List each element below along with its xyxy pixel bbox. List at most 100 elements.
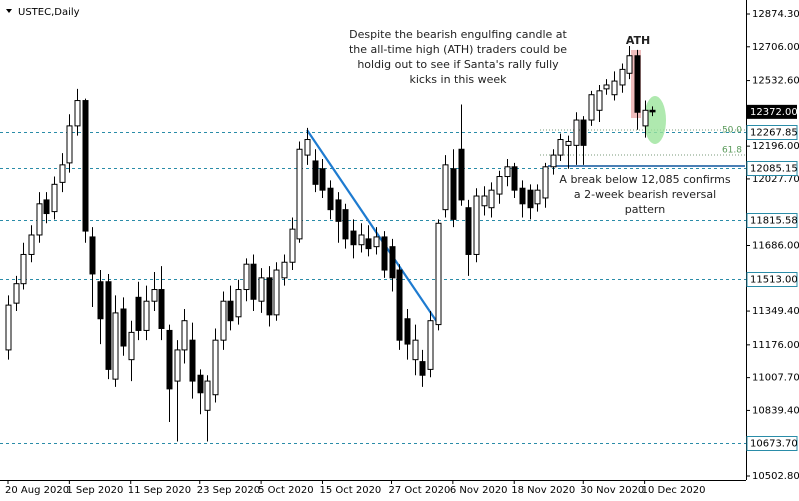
x-tick-label: 18 Nov 2020	[511, 485, 575, 496]
candle-body	[527, 189, 534, 209]
fib-label: 61.8	[722, 146, 742, 156]
x-tick-label: 30 Nov 2020	[580, 485, 644, 496]
candle-body	[626, 55, 633, 74]
candle-body	[358, 234, 365, 246]
candle-body	[496, 176, 503, 195]
candle-body	[542, 166, 549, 199]
x-tick-label: 20 Aug 2020	[5, 485, 69, 496]
x-tick-label: 1 Sep 2020	[66, 485, 123, 496]
candle-body	[342, 209, 349, 240]
candle-body	[158, 289, 165, 329]
y-tick-label: 12196.00	[752, 141, 799, 152]
levels	[0, 132, 746, 444]
candle-body	[649, 109, 656, 113]
y-tick-label: 12532.60	[752, 76, 799, 87]
x-tick-label: 27 Oct 2020	[389, 485, 451, 496]
candle-body	[312, 160, 319, 185]
annotation: a 2-week bearish reversal	[574, 188, 716, 201]
candle-body	[181, 320, 188, 351]
trend-line	[306, 129, 438, 323]
y-tick-label: 11349.40	[752, 306, 799, 317]
candle-body	[450, 168, 457, 220]
candle-body	[74, 100, 81, 127]
x-tick-label: 23 Sep 2020	[197, 485, 260, 496]
candle-body	[120, 308, 127, 347]
candle-body	[404, 318, 411, 345]
candle-body	[557, 139, 564, 156]
candle-body	[327, 187, 334, 211]
candle-body	[289, 228, 296, 263]
annotation: holdig out to see if Santa's rally fully	[357, 58, 559, 71]
candle-body	[389, 246, 396, 279]
last-price-label: 12372.00	[750, 107, 798, 118]
annotation: A break below 12,085 confirms	[559, 173, 730, 186]
candle-body	[212, 339, 219, 396]
x-tick-label: 6 Nov 2020	[450, 485, 508, 496]
candle-body	[235, 289, 242, 318]
annotation: the all-time high (ATH) traders could be	[349, 43, 567, 56]
candle-body	[596, 90, 603, 111]
candle-body	[204, 380, 211, 411]
level-label-box	[746, 213, 798, 228]
level-label: 10673.70	[750, 439, 798, 450]
candle-body	[151, 289, 158, 302]
candle-body	[442, 164, 449, 211]
candle-body	[189, 339, 196, 382]
candle-body	[258, 277, 265, 302]
candle-body	[473, 195, 480, 255]
candle-body	[588, 94, 595, 121]
candle-body	[281, 261, 288, 279]
level-label: 11815.58	[750, 216, 798, 227]
candle-body	[135, 296, 142, 331]
candle-body	[89, 236, 96, 275]
level-label-box	[746, 436, 798, 451]
level-label-box	[746, 161, 798, 176]
candle-body	[28, 234, 35, 255]
candle-body	[419, 361, 426, 376]
reversal-highlight	[644, 96, 666, 144]
candle-body	[550, 154, 557, 168]
candle-body	[619, 68, 626, 86]
candle-body	[365, 238, 372, 250]
candle-body	[250, 263, 257, 300]
x-tick-label: 15 Oct 2020	[319, 485, 381, 496]
candle-body	[534, 189, 541, 205]
candle-body	[105, 281, 112, 370]
candle-body	[112, 312, 119, 380]
candle-body	[220, 300, 227, 341]
candle-body	[488, 189, 495, 209]
symbol-title: USTEC,Daily	[18, 7, 80, 18]
y-tick-label: 11176.00	[752, 340, 799, 351]
candle-body	[412, 339, 419, 361]
last-price-box	[747, 104, 797, 119]
candle-body	[519, 187, 526, 205]
candle-body	[504, 166, 511, 178]
y-tick-label: 12874.30	[752, 9, 799, 20]
x-tick-label: 5 Oct 2020	[258, 485, 313, 496]
menu-arrow	[6, 9, 12, 13]
candle-body	[465, 207, 472, 255]
candle-body	[580, 119, 587, 146]
candle-body	[642, 109, 649, 127]
candle-body	[13, 283, 20, 304]
fib-label: 50.0	[722, 126, 742, 136]
annotation: kicks in this week	[409, 73, 507, 86]
candle-body	[319, 168, 326, 191]
y-tick-label: 12706.00	[752, 42, 799, 53]
candle-body	[82, 100, 89, 232]
candle-body	[197, 374, 204, 394]
candle-body	[611, 80, 618, 96]
y-tick-label: 11007.70	[752, 373, 799, 384]
candle-body	[304, 139, 311, 156]
level-label-box	[746, 125, 798, 140]
candle-body	[174, 349, 181, 382]
candle-body	[59, 164, 66, 183]
candle-body	[51, 183, 58, 213]
candle-body	[458, 148, 465, 201]
candle-body	[435, 222, 442, 326]
candle-body	[266, 277, 273, 316]
candle-body	[335, 199, 342, 222]
